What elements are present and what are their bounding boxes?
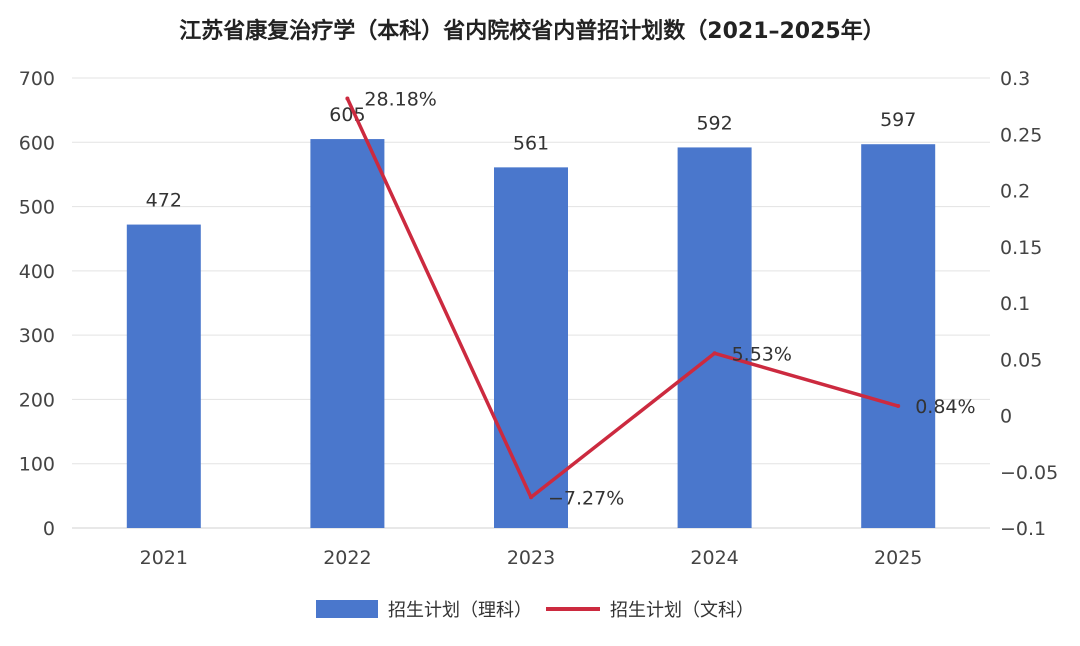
left-tick-label: 700 <box>19 68 55 90</box>
line-point <box>345 96 350 101</box>
bar-data-label: 592 <box>696 112 732 134</box>
legend-bar-swatch <box>316 600 378 618</box>
bar <box>310 139 385 529</box>
left-axis-ticks: 0 100 200 300 400 500 600 700 <box>19 68 55 540</box>
right-tick-label: 0.25 <box>1000 124 1042 146</box>
bar-data-label: 472 <box>146 190 182 212</box>
line-data-label: −7.27% <box>548 487 624 509</box>
bar <box>494 167 568 528</box>
right-tick-label: 0 <box>1000 406 1012 428</box>
right-tick-label: 0.05 <box>1000 349 1042 371</box>
line-data-label: 28.18% <box>364 88 436 110</box>
bar <box>126 224 201 529</box>
x-tick-label: 2023 <box>507 547 555 569</box>
right-tick-label: 0.15 <box>1000 237 1042 259</box>
left-tick-label: 300 <box>19 325 55 347</box>
right-tick-label: −0.05 <box>1000 462 1058 484</box>
right-tick-label: −0.1 <box>1000 518 1046 540</box>
right-axis-ticks: −0.1 −0.05 0 0.05 0.1 0.15 0.2 0.25 0.3 <box>1000 68 1058 540</box>
x-tick-label: 2024 <box>690 547 738 569</box>
bar-series <box>126 139 936 529</box>
bar <box>677 147 752 528</box>
bar <box>861 144 936 528</box>
right-tick-label: 0.1 <box>1000 293 1030 315</box>
line-point <box>712 351 717 356</box>
x-tick-label: 2021 <box>140 547 188 569</box>
line-point <box>529 495 533 500</box>
line-data-label: 5.53% <box>732 343 792 365</box>
left-tick-label: 600 <box>19 132 55 154</box>
left-tick-label: 0 <box>43 518 55 540</box>
left-tick-label: 400 <box>19 261 55 283</box>
left-tick-label: 100 <box>19 454 55 476</box>
x-axis-ticks: 2021 2022 2023 2024 2025 <box>140 547 923 569</box>
left-tick-label: 200 <box>19 389 55 411</box>
line-point <box>896 404 901 409</box>
legend-line-label: 招生计划（文科） <box>610 600 754 621</box>
legend-bar-label: 招生计划（理科） <box>388 600 532 621</box>
x-tick-label: 2025 <box>874 547 922 569</box>
left-tick-label: 500 <box>19 197 55 219</box>
bar-data-label: 561 <box>513 132 549 154</box>
line-path <box>345 97 899 500</box>
chart-title: 江苏省康复治疗学（本科）省内院校省内普招计划数（2021–2025年） <box>179 18 884 44</box>
right-tick-label: 0.2 <box>1000 181 1030 203</box>
x-tick-label: 2022 <box>323 547 371 569</box>
bar-data-label: 597 <box>880 109 916 131</box>
legend: 招生计划（理科） 招生计划（文科） <box>316 600 754 621</box>
line-data-label: 0.84% <box>915 396 975 418</box>
right-tick-label: 0.3 <box>1000 68 1030 90</box>
line-data-labels: 28.18% −7.27% 5.53% 0.84% <box>364 88 975 509</box>
line-series <box>345 96 901 500</box>
